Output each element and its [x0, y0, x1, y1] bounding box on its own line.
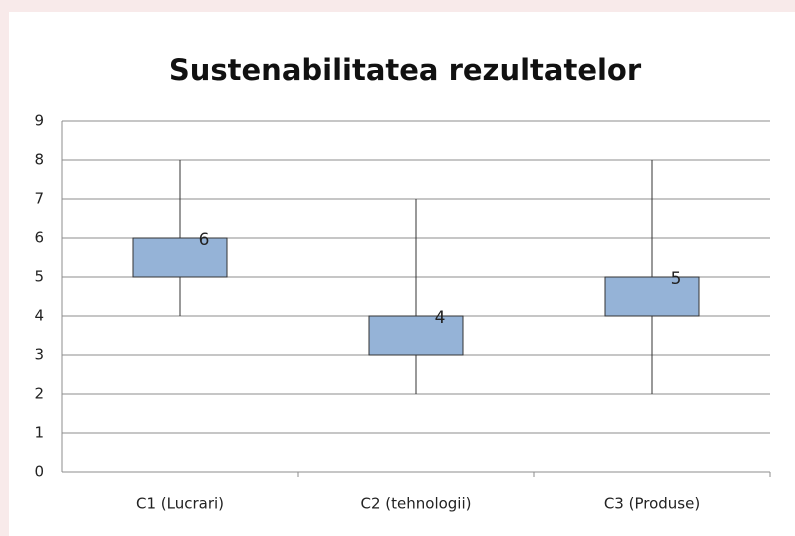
data-label: 5 [671, 269, 682, 289]
y-tick-label: 7 [34, 190, 44, 208]
y-tick-label: 3 [34, 346, 44, 364]
data-label: 6 [199, 230, 210, 250]
chart-title: Sustenabilitatea rezultatelor [169, 53, 642, 87]
y-tick-label: 9 [34, 112, 44, 130]
box [132, 237, 228, 278]
box [368, 315, 464, 356]
y-tick-label: 2 [34, 385, 44, 403]
y-tick-label: 6 [34, 229, 44, 247]
y-tick-label: 5 [34, 268, 44, 286]
box [604, 276, 700, 317]
y-tick-label: 8 [34, 151, 44, 169]
x-tick-label: C2 (tehnologii) [361, 495, 472, 513]
y-tick-label: 4 [34, 307, 44, 325]
data-label: 4 [435, 308, 446, 328]
x-tick-label: C1 (Lucrari) [136, 495, 224, 513]
x-tick-label: C3 (Produse) [604, 495, 700, 513]
y-tick-label: 0 [34, 463, 44, 481]
y-tick-label: 1 [34, 424, 44, 442]
